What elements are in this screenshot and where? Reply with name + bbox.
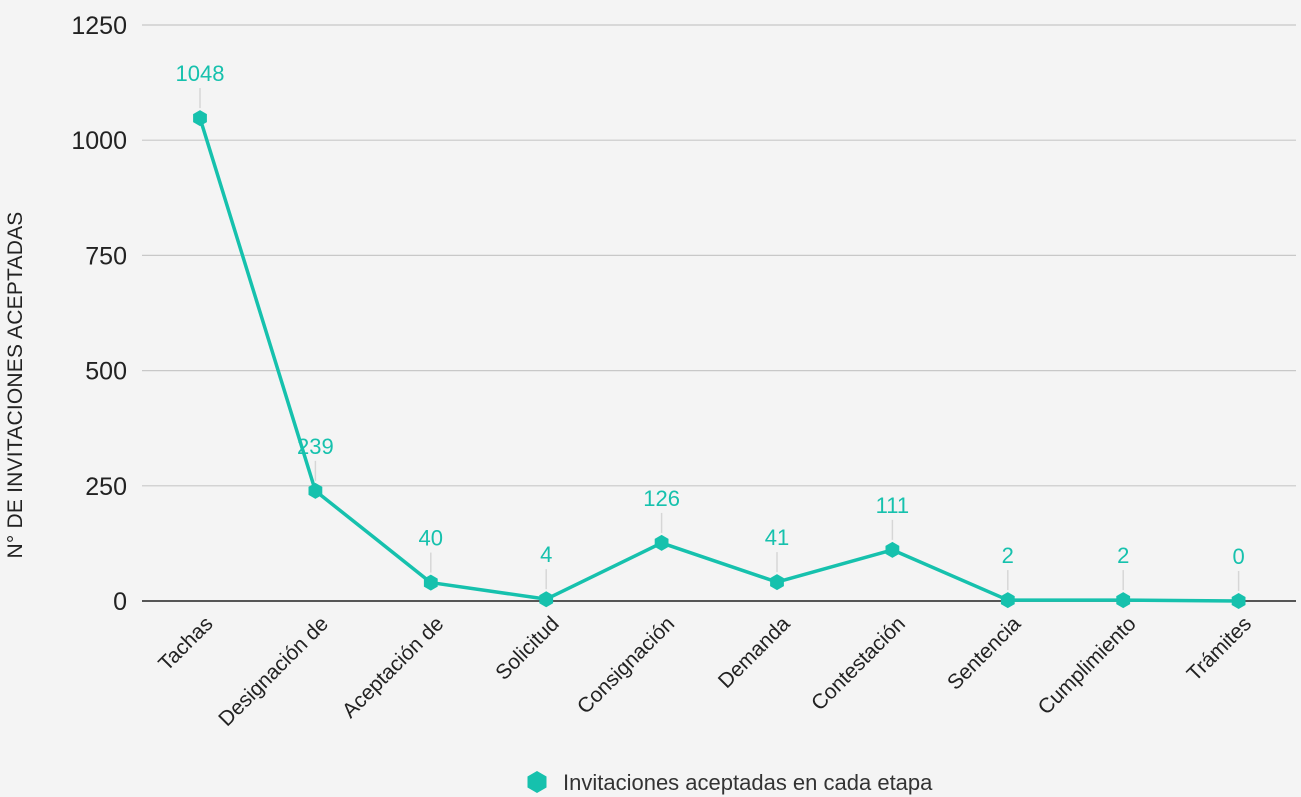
data-label: 2 — [1117, 543, 1129, 568]
data-point[interactable] — [1000, 592, 1015, 609]
x-tick-label: Aceptación de — [338, 612, 448, 722]
data-labels: 1048 239 40 4 126 41 111 2 2 0 — [176, 61, 1245, 569]
x-tick-label: Consignación — [573, 612, 679, 718]
data-point[interactable] — [654, 534, 669, 551]
y-tick-label: 0 — [113, 588, 127, 616]
y-tick-label: 1000 — [71, 127, 127, 155]
legend-label: Invitaciones aceptadas en cada etapa — [563, 770, 933, 795]
data-label: 41 — [765, 525, 789, 550]
data-label: 4 — [540, 542, 552, 567]
data-label-leaders — [199, 88, 1240, 591]
y-tick-label: 1250 — [71, 12, 127, 40]
x-tick-label: Sentencia — [943, 612, 1026, 695]
y-tick-label: 250 — [85, 473, 127, 501]
x-tick-label: Trámites — [1183, 612, 1256, 685]
y-axis-label: N° DE INVITACIONES ACEPTADAS — [4, 212, 27, 559]
data-label: 2 — [1002, 543, 1014, 568]
data-label: 126 — [643, 486, 680, 511]
series-points — [193, 110, 1246, 609]
x-tick-label: Contestación — [807, 612, 910, 715]
y-tick-label: 750 — [85, 242, 127, 270]
data-point[interactable] — [1116, 592, 1131, 609]
legend[interactable]: Invitaciones aceptadas en cada etapa — [527, 770, 934, 795]
x-tick-label: Designación de — [214, 612, 333, 731]
data-point[interactable] — [885, 541, 900, 558]
x-tick-label: Cumplimiento — [1034, 612, 1141, 719]
x-tick-label: Solicitud — [491, 612, 563, 684]
legend-hexagon-icon — [527, 771, 547, 793]
data-label: 1048 — [176, 61, 225, 86]
series-line — [198, 117, 1239, 603]
x-tick-label: Demanda — [714, 612, 795, 693]
y-tick-label: 500 — [85, 358, 127, 386]
data-point[interactable] — [539, 591, 554, 608]
data-point[interactable] — [1231, 593, 1246, 609]
data-label: 239 — [297, 434, 334, 459]
y-axis-ticks: 0 250 500 750 1000 1250 — [71, 12, 127, 616]
data-point[interactable] — [308, 482, 323, 499]
x-tick-label: Tachas — [154, 612, 217, 675]
data-point[interactable] — [423, 574, 438, 591]
data-label: 111 — [876, 493, 909, 518]
data-point[interactable] — [770, 574, 784, 591]
gridlines — [142, 24, 1296, 487]
data-point[interactable] — [193, 110, 207, 127]
data-label: 40 — [419, 526, 443, 551]
data-label: 0 — [1232, 544, 1244, 569]
